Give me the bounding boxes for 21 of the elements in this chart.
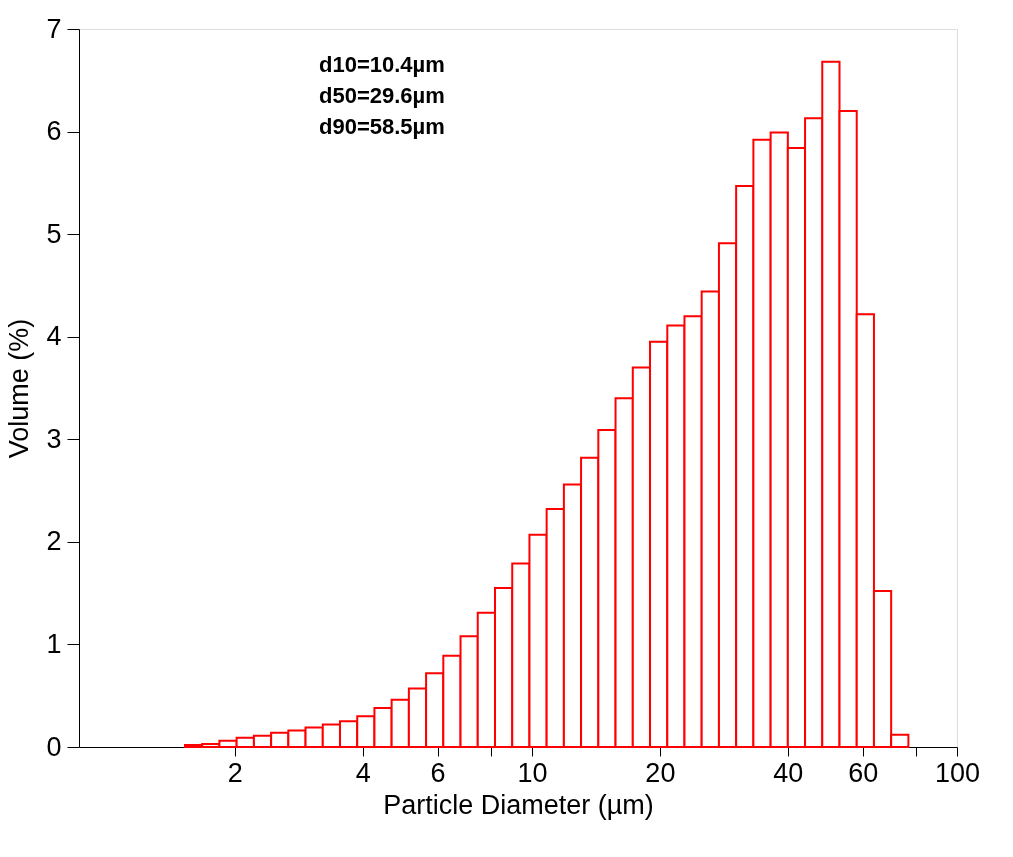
y-tick-label: 6 (46, 116, 62, 147)
y-tick-label: 0 (46, 731, 62, 762)
y-tick-label: 4 (46, 321, 62, 352)
y-tick-label: 1 (46, 628, 62, 659)
y-tick-label: 5 (46, 218, 62, 249)
x-tick-label: 4 (355, 757, 371, 788)
x-tick-label: 2 (227, 757, 243, 788)
x-tick-label: 20 (645, 757, 676, 788)
y-axis-title: Volume (%) (4, 318, 35, 459)
y-tick-label: 2 (46, 526, 62, 557)
x-tick-label: 60 (848, 757, 879, 788)
annotation: d10=10.4µm (319, 52, 445, 77)
x-tick-label: 6 (430, 757, 446, 788)
x-axis-title: Particle Diameter (µm) (383, 789, 654, 820)
x-tick-label: 100 (934, 757, 981, 788)
x-tick-label: 40 (773, 757, 804, 788)
annotation: d90=58.5µm (319, 114, 445, 139)
y-tick-label: 7 (46, 13, 62, 44)
x-tick-label: 10 (517, 757, 548, 788)
y-tick-label: 3 (46, 423, 62, 454)
annotation: d50=29.6µm (319, 83, 445, 108)
